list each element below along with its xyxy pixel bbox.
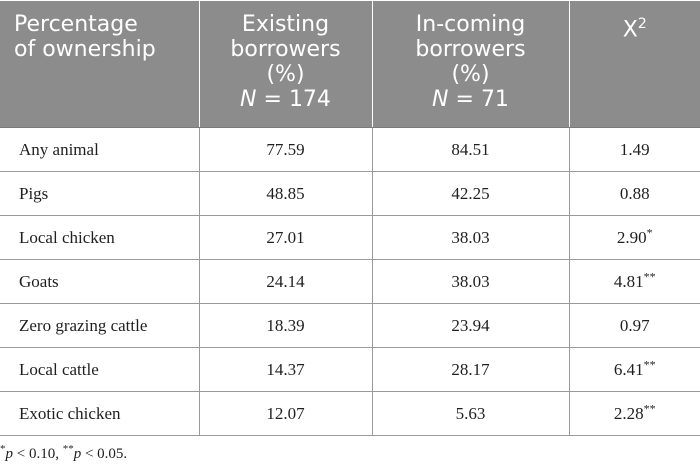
significance-mark: ** xyxy=(643,400,656,415)
header-text: Existing xyxy=(241,12,330,37)
chi-cell: 2.28** xyxy=(568,391,700,436)
existing-value: 24.14 xyxy=(198,259,373,304)
table-row: Zero grazing cattle 18.39 23.94 0.97 xyxy=(0,303,700,348)
incoming-value: 38.03 xyxy=(371,215,570,260)
n-value: 174 xyxy=(288,87,331,112)
n-value: 71 xyxy=(480,87,509,112)
existing-value: 48.85 xyxy=(198,171,373,216)
table-row: Goats 24.14 38.03 4.81** xyxy=(0,259,700,304)
chi-value: 4.81 xyxy=(613,271,644,291)
chi-value: 2.28 xyxy=(613,403,644,423)
n-symbol: N xyxy=(240,87,257,112)
chi-cell: 6.41** xyxy=(568,347,700,392)
chi-value: 0.88 xyxy=(619,183,650,203)
existing-value: 77.59 xyxy=(198,127,373,172)
row-label: Local cattle xyxy=(0,347,200,392)
n-equals: = xyxy=(448,87,481,112)
table-body: Any animal 77.59 84.51 1.49 Pigs 48.85 4… xyxy=(0,127,700,436)
header-incoming-borrowers: In-coming borrowers (%) N = 71 xyxy=(371,0,570,128)
footnote-p: p xyxy=(5,446,14,462)
header-chi-square: X2 xyxy=(568,0,700,128)
header-text: of ownership xyxy=(14,37,156,62)
significance-mark: ** xyxy=(643,356,656,371)
table-row: Local chicken 27.01 38.03 2.90* xyxy=(0,215,700,260)
footnote-text: < 0.10, xyxy=(13,446,63,462)
row-label: Local chicken xyxy=(0,215,200,260)
existing-value: 27.01 xyxy=(198,215,373,260)
chi-value: 6.41 xyxy=(613,359,644,379)
table-row: Pigs 48.85 42.25 0.88 xyxy=(0,171,700,216)
footnote-p: p xyxy=(73,446,82,462)
chi-cell: 0.97 xyxy=(568,303,700,348)
header-text: Percentage xyxy=(14,12,138,37)
table-row: Any animal 77.59 84.51 1.49 xyxy=(0,127,700,172)
table-header: Percentage of ownership Existing borrowe… xyxy=(0,0,700,128)
incoming-value: 42.25 xyxy=(371,171,570,216)
chi-value: 2.90 xyxy=(616,227,647,247)
row-label: Goats xyxy=(0,259,200,304)
row-label: Any animal xyxy=(0,127,200,172)
header-text: (%) xyxy=(451,62,490,87)
incoming-value: 5.63 xyxy=(371,391,570,436)
header-text: borrowers xyxy=(415,37,526,62)
sample-size-label: N = 71 xyxy=(432,87,509,112)
n-equals: = xyxy=(256,87,289,112)
significance-mark: * xyxy=(646,224,653,239)
chi-cell: 4.81** xyxy=(568,259,700,304)
chi-value: 1.49 xyxy=(619,139,650,159)
significance-mark: ** xyxy=(643,268,656,283)
incoming-value: 23.94 xyxy=(371,303,570,348)
incoming-value: 28.17 xyxy=(371,347,570,392)
header-row: Percentage of ownership Existing borrowe… xyxy=(0,0,700,128)
existing-value: 14.37 xyxy=(198,347,373,392)
header-text: X xyxy=(622,17,638,43)
header-existing-borrowers: Existing borrowers (%) N = 174 xyxy=(198,0,373,128)
header-percentage-of-ownership: Percentage of ownership xyxy=(0,0,200,128)
incoming-value: 38.03 xyxy=(371,259,570,304)
header-superscript: 2 xyxy=(637,16,647,32)
chi-cell: 2.90* xyxy=(568,215,700,260)
header-text: In-coming xyxy=(415,12,526,37)
table-row: Exotic chicken 12.07 5.63 2.28** xyxy=(0,391,700,436)
footnote-symbol: ** xyxy=(62,443,74,455)
n-symbol: N xyxy=(432,87,449,112)
header-text: borrowers xyxy=(230,37,341,62)
ownership-table: Percentage of ownership Existing borrowe… xyxy=(0,0,700,436)
incoming-value: 84.51 xyxy=(371,127,570,172)
footnote-symbol: * xyxy=(0,443,6,455)
row-label: Exotic chicken xyxy=(0,391,200,436)
row-label: Zero grazing cattle xyxy=(0,303,200,348)
footnote-text: < 0.05. xyxy=(81,446,128,462)
header-text: (%) xyxy=(266,62,305,87)
row-label: Pigs xyxy=(0,171,200,216)
sample-size-label: N = 174 xyxy=(240,87,331,112)
existing-value: 12.07 xyxy=(198,391,373,436)
table-row: Local cattle 14.37 28.17 6.41** xyxy=(0,347,700,392)
chi-value: 0.97 xyxy=(619,315,650,335)
chi-cell: 0.88 xyxy=(568,171,700,216)
chi-cell: 1.49 xyxy=(568,127,700,172)
existing-value: 18.39 xyxy=(198,303,373,348)
table-footnote: *p < 0.10, **p < 0.05. xyxy=(0,443,128,463)
